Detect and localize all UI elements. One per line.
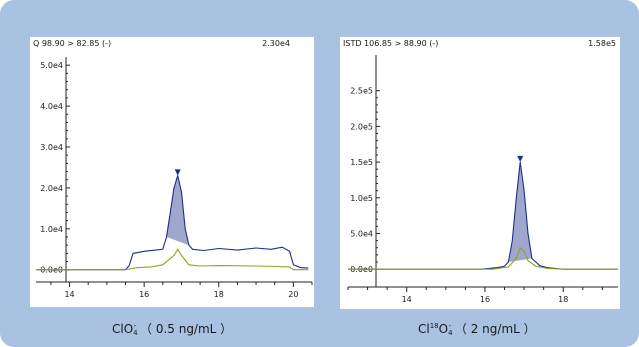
- x-tick-label: 14: [402, 295, 412, 304]
- caption-2-isotope: 18: [429, 322, 439, 330]
- analyte-trace: [348, 162, 618, 270]
- secondary-trace: [348, 246, 618, 270]
- x-tick-label: 16: [139, 290, 149, 299]
- caption-1-concentration: （ 0.5 ng/mL ）: [140, 322, 233, 336]
- panel-1-max-intensity: 2.30e4: [262, 39, 290, 48]
- caption-labeled-perchlorate: Cl18O4- （ 2 ng/mL ）: [418, 320, 536, 337]
- y-tick-label: 4.0e4: [40, 102, 63, 111]
- x-tick-label: 14: [64, 290, 74, 299]
- y-tick-label: 3.0e4: [40, 143, 63, 152]
- y-tick-label: 1.0e4: [40, 225, 63, 234]
- analyte-trace: [36, 173, 309, 271]
- secondary-trace: [36, 248, 309, 271]
- y-tick-label: 2.5e5: [350, 87, 373, 96]
- x-tick-label: 18: [214, 290, 224, 299]
- caption-1-formula: ClO: [112, 322, 134, 336]
- peak-area: [508, 162, 532, 263]
- caption-1-subscript: 4: [133, 329, 138, 337]
- y-tick-label: 5.0e4: [350, 229, 373, 238]
- caption-1-charge: -: [133, 322, 137, 330]
- caption-2-charge: -: [448, 322, 452, 330]
- caption-2-element: Cl: [418, 322, 430, 336]
- y-tick-label: 1.0e5: [350, 194, 373, 203]
- caption-2-concentration: （ 2 ng/mL ）: [454, 322, 536, 336]
- y-tick-label: 5.0e4: [40, 61, 63, 70]
- panel-2-transition-label: ISTD 106.85 > 88.90 (-): [343, 39, 439, 48]
- panel-1-transition-label: Q 98.90 > 82.85 (-): [33, 39, 112, 48]
- x-tick-label: 16: [480, 295, 490, 304]
- chromatogram-panel-2: ISTD 106.85 > 88.90 (-) 1.58e5 0.0e0 5.0e…: [340, 37, 620, 309]
- panel-2-max-intensity: 1.58e5: [588, 39, 616, 48]
- y-tick-label: 2.0e5: [350, 122, 373, 131]
- peak-area: [166, 175, 189, 246]
- caption-perchlorate: ClO4- （ 0.5 ng/mL ）: [112, 320, 232, 337]
- y-tick-label: 2.0e4: [40, 184, 63, 193]
- caption-2-subscript: 4: [448, 329, 453, 337]
- y-tick-label: 1.5e5: [350, 158, 373, 167]
- x-tick-label: 20: [288, 290, 298, 299]
- chromatogram-panel-1: Q 98.90 > 82.85 (-) 2.30e4 0.0e0 1.0e4 2.0…: [30, 37, 314, 307]
- x-tick-label: 18: [558, 295, 568, 304]
- caption-2-oxygen: O: [438, 322, 449, 336]
- peak-apex-marker: ▼: [175, 168, 182, 177]
- peak-apex-marker: ▼: [517, 154, 524, 163]
